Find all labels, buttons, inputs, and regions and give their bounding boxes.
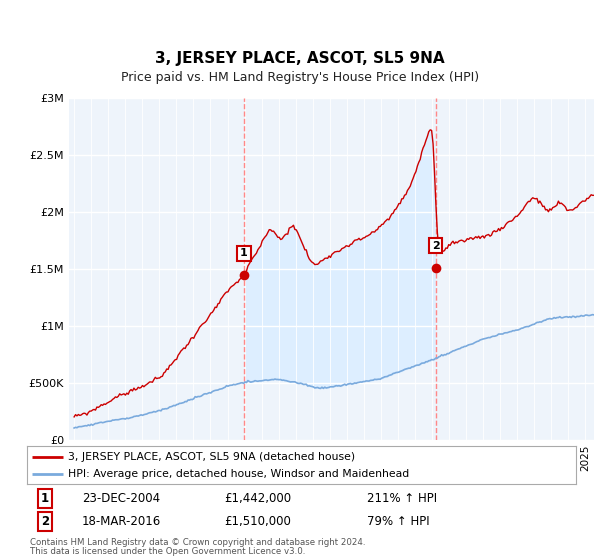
Text: 23-DEC-2004: 23-DEC-2004	[82, 492, 160, 505]
Text: 79% ↑ HPI: 79% ↑ HPI	[367, 515, 430, 528]
Text: 2: 2	[432, 241, 440, 250]
Text: 1: 1	[41, 492, 49, 505]
Text: Price paid vs. HM Land Registry's House Price Index (HPI): Price paid vs. HM Land Registry's House …	[121, 71, 479, 84]
Text: HPI: Average price, detached house, Windsor and Maidenhead: HPI: Average price, detached house, Wind…	[68, 469, 409, 479]
Text: 1: 1	[240, 248, 248, 258]
Text: £1,442,000: £1,442,000	[224, 492, 292, 505]
Text: £1,510,000: £1,510,000	[224, 515, 292, 528]
Text: 3, JERSEY PLACE, ASCOT, SL5 9NA (detached house): 3, JERSEY PLACE, ASCOT, SL5 9NA (detache…	[68, 451, 355, 461]
Text: Contains HM Land Registry data © Crown copyright and database right 2024.: Contains HM Land Registry data © Crown c…	[30, 538, 365, 547]
Text: 2: 2	[41, 515, 49, 528]
Text: 211% ↑ HPI: 211% ↑ HPI	[367, 492, 437, 505]
Text: This data is licensed under the Open Government Licence v3.0.: This data is licensed under the Open Gov…	[30, 548, 305, 557]
Text: 18-MAR-2016: 18-MAR-2016	[82, 515, 161, 528]
Text: 3, JERSEY PLACE, ASCOT, SL5 9NA: 3, JERSEY PLACE, ASCOT, SL5 9NA	[155, 52, 445, 66]
